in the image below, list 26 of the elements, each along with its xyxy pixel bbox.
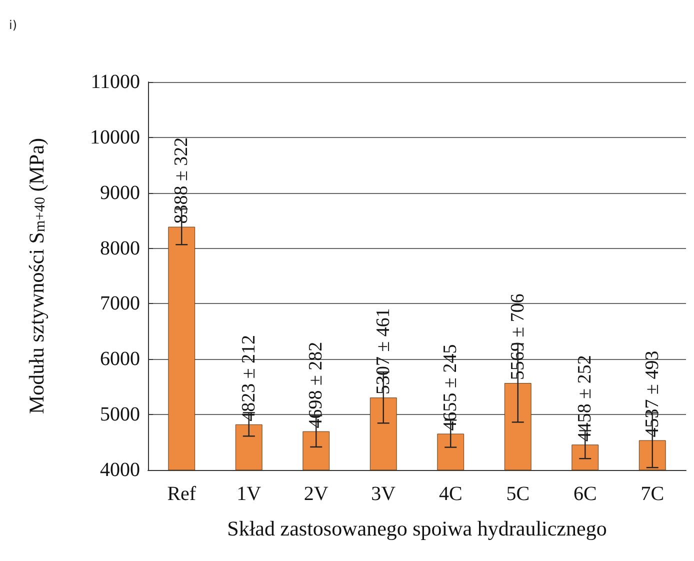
y-tick-label: 5000 (100, 404, 140, 426)
text: i) (9, 18, 18, 32)
x-tick-label: 2V (304, 483, 329, 505)
data-label: 4537 ± 493 (642, 350, 663, 438)
x-tick-label: 1V (236, 483, 262, 505)
x-axis-title: Skład zastosowanego spoiwa hydraulicznego (227, 516, 607, 540)
x-tick-label: 6C (573, 483, 597, 505)
x-tick-label: 5C (506, 483, 530, 505)
data-label: 4823 ± 212 (238, 334, 260, 422)
y-tick-label: 10000 (90, 126, 140, 148)
y-tick-label: 11000 (90, 71, 140, 93)
y-tick-label: 4000 (100, 459, 140, 481)
y-tick-label: 9000 (100, 182, 140, 204)
y-tick-label: 8000 (100, 237, 140, 260)
data-label: 5307 ± 461 (372, 308, 394, 395)
y-tick-label: 7000 (100, 292, 140, 315)
data-label: 8388 ± 322 (171, 137, 192, 224)
data-label: 4458 ± 252 (574, 355, 596, 442)
y-axis-title: Modułu sztywności Sm+40 (MPa) (24, 138, 48, 414)
data-label: 4655 ± 245 (440, 344, 462, 431)
x-tick-label: 4C (438, 483, 462, 505)
y-tick-label: 6000 (100, 348, 140, 370)
x-tick-label: 7C (640, 483, 664, 505)
data-label: 4698 ± 282 (306, 342, 327, 428)
x-tick-label: 3V (371, 483, 396, 505)
x-tick-label: Ref (167, 483, 196, 505)
